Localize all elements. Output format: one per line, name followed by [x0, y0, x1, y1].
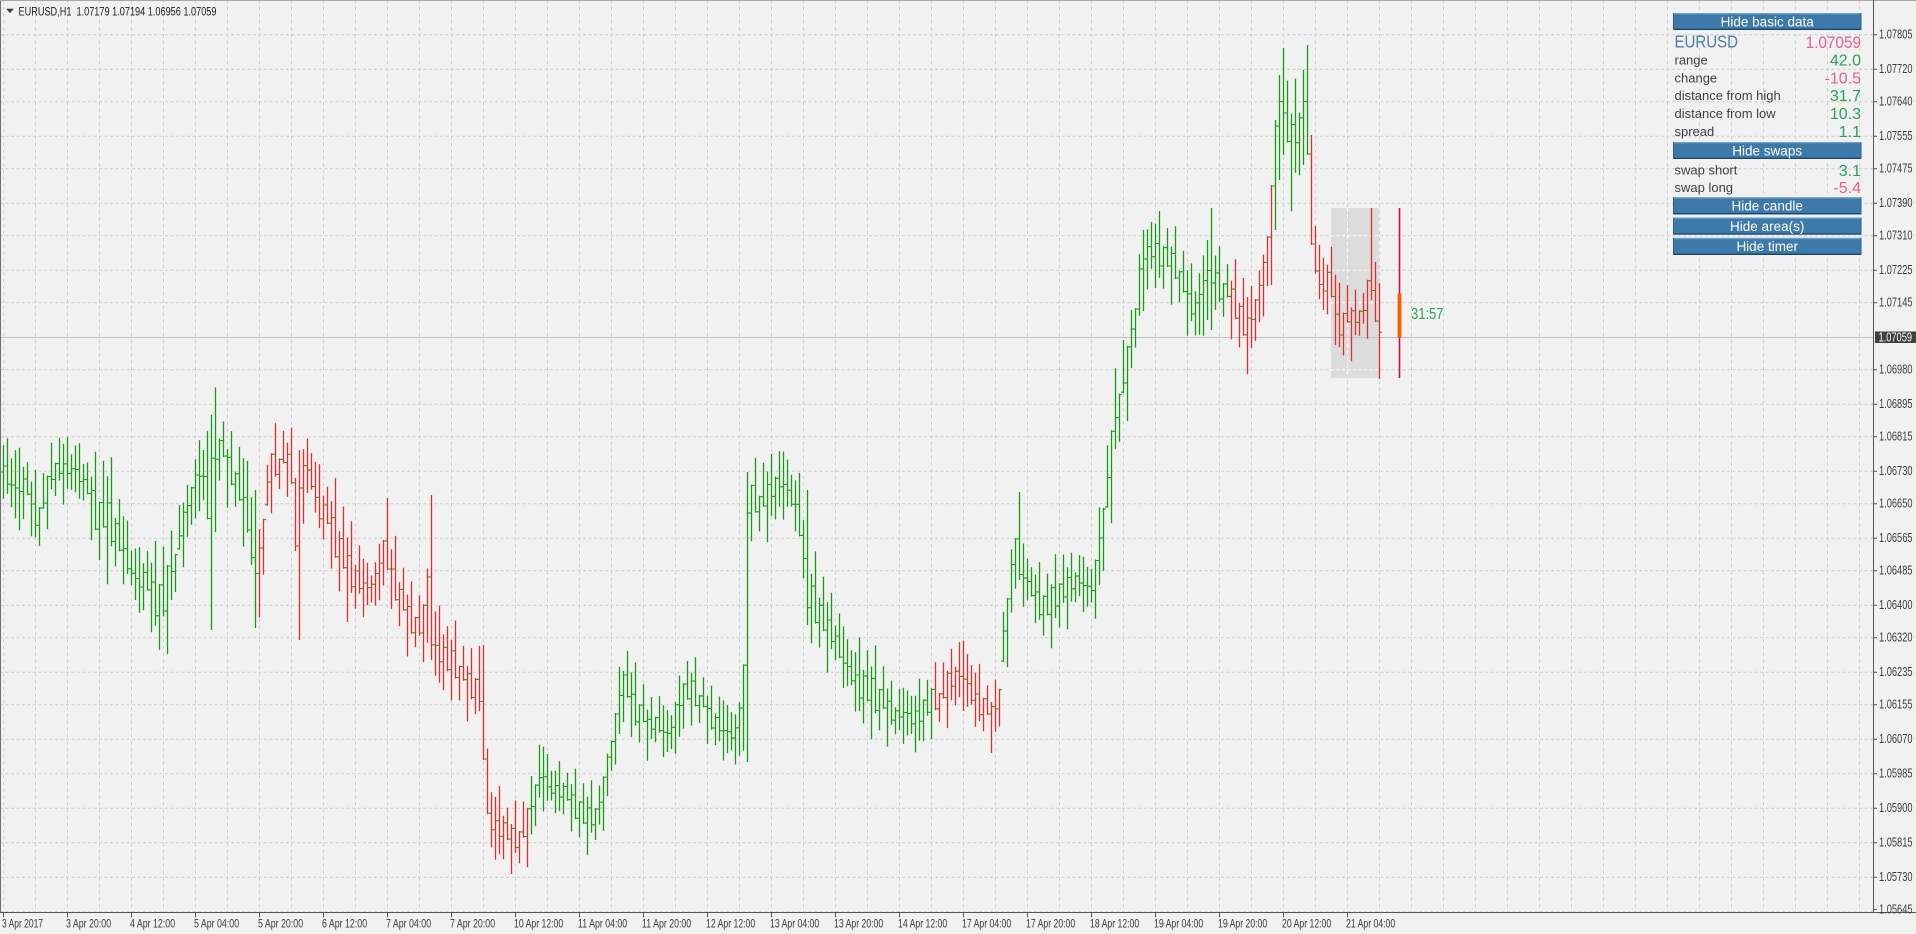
svg-text:14 Apr 12:00: 14 Apr 12:00 [898, 917, 947, 931]
svg-text:1.07059: 1.07059 [1879, 331, 1913, 345]
svg-text:13 Apr 04:00: 13 Apr 04:00 [770, 917, 819, 931]
svg-text:42.0: 42.0 [1830, 53, 1861, 70]
svg-text:1.07390: 1.07390 [1879, 196, 1913, 210]
svg-text:Hide area(s): Hide area(s) [1730, 219, 1804, 234]
svg-text:17 Apr 04:00: 17 Apr 04:00 [962, 917, 1011, 931]
svg-text:1.06650: 1.06650 [1879, 497, 1913, 511]
svg-text:17 Apr 20:00: 17 Apr 20:00 [1026, 917, 1075, 931]
svg-text:5 Apr 04:00: 5 Apr 04:00 [194, 917, 239, 931]
svg-text:1.06815: 1.06815 [1879, 430, 1913, 444]
svg-text:19 Apr 20:00: 19 Apr 20:00 [1218, 917, 1267, 931]
svg-text:11 Apr 20:00: 11 Apr 20:00 [642, 917, 691, 931]
svg-text:1.05645: 1.05645 [1879, 902, 1913, 916]
svg-text:Hide basic data: Hide basic data [1721, 14, 1815, 29]
svg-text:1.07145: 1.07145 [1879, 296, 1913, 310]
svg-text:1.06320: 1.06320 [1879, 631, 1913, 645]
svg-text:13 Apr 20:00: 13 Apr 20:00 [834, 917, 883, 931]
svg-text:1.06155: 1.06155 [1879, 698, 1913, 712]
svg-text:3 Apr 20:00: 3 Apr 20:00 [66, 917, 111, 931]
svg-text:EURUSD,H1 1.07179 1.07194 1.0: EURUSD,H1 1.07179 1.07194 1.06956 1.0705… [19, 4, 217, 18]
svg-text:1.07640: 1.07640 [1879, 95, 1913, 109]
svg-text:1.05900: 1.05900 [1879, 801, 1913, 815]
svg-text:1.1: 1.1 [1839, 124, 1861, 141]
svg-text:6 Apr 12:00: 6 Apr 12:00 [322, 917, 367, 931]
svg-text:swap short: swap short [1675, 163, 1738, 178]
svg-text:1.05985: 1.05985 [1879, 767, 1913, 781]
svg-text:5 Apr 20:00: 5 Apr 20:00 [258, 917, 303, 931]
svg-text:12 Apr 12:00: 12 Apr 12:00 [706, 917, 755, 931]
svg-text:distance from high: distance from high [1675, 88, 1781, 103]
svg-text:4 Apr 12:00: 4 Apr 12:00 [130, 917, 175, 931]
svg-text:1.07805: 1.07805 [1879, 28, 1913, 42]
svg-text:-10.5: -10.5 [1825, 70, 1862, 87]
svg-text:1.06070: 1.06070 [1879, 732, 1913, 746]
svg-text:10.3: 10.3 [1830, 106, 1861, 123]
svg-text:10 Apr 12:00: 10 Apr 12:00 [514, 917, 563, 931]
svg-text:1.07225: 1.07225 [1879, 263, 1913, 277]
svg-text:31.7: 31.7 [1830, 88, 1861, 105]
svg-text:1.06895: 1.06895 [1879, 397, 1913, 411]
svg-text:Hide timer: Hide timer [1736, 239, 1798, 254]
svg-text:distance from low: distance from low [1675, 106, 1777, 121]
svg-text:1.06485: 1.06485 [1879, 564, 1913, 578]
svg-text:change: change [1675, 70, 1718, 85]
svg-text:11 Apr 04:00: 11 Apr 04:00 [578, 917, 627, 931]
svg-text:Hide candle: Hide candle [1732, 199, 1803, 214]
svg-text:1.06400: 1.06400 [1879, 598, 1913, 612]
svg-text:1.07555: 1.07555 [1879, 129, 1913, 143]
svg-text:1.06980: 1.06980 [1879, 363, 1913, 377]
svg-text:7 Apr 20:00: 7 Apr 20:00 [450, 917, 495, 931]
svg-text:1.07475: 1.07475 [1879, 162, 1913, 176]
svg-text:7 Apr 04:00: 7 Apr 04:00 [386, 917, 431, 931]
svg-text:spread: spread [1675, 124, 1715, 139]
svg-text:20 Apr 12:00: 20 Apr 12:00 [1282, 917, 1331, 931]
svg-text:1.05730: 1.05730 [1879, 870, 1913, 884]
svg-text:1.06565: 1.06565 [1879, 531, 1913, 545]
svg-text:31:57: 31:57 [1411, 306, 1444, 323]
svg-text:3 Apr 2017: 3 Apr 2017 [2, 917, 43, 931]
svg-text:range: range [1675, 53, 1708, 68]
svg-text:1.07310: 1.07310 [1879, 229, 1913, 243]
svg-text:3.1: 3.1 [1839, 163, 1861, 180]
svg-text:-5.4: -5.4 [1833, 180, 1861, 197]
svg-text:1.07720: 1.07720 [1879, 62, 1913, 76]
svg-text:swap long: swap long [1675, 180, 1734, 195]
svg-text:1.07059: 1.07059 [1806, 34, 1861, 52]
svg-text:19 Apr 04:00: 19 Apr 04:00 [1154, 917, 1203, 931]
svg-text:1.06235: 1.06235 [1879, 665, 1913, 679]
svg-text:1.06730: 1.06730 [1879, 464, 1913, 478]
svg-text:Hide swaps: Hide swaps [1732, 143, 1802, 158]
svg-text:1.05815: 1.05815 [1879, 836, 1913, 850]
svg-text:18 Apr 12:00: 18 Apr 12:00 [1090, 917, 1139, 931]
svg-text:EURUSD: EURUSD [1675, 32, 1739, 52]
svg-text:21 Apr 04:00: 21 Apr 04:00 [1346, 917, 1395, 931]
